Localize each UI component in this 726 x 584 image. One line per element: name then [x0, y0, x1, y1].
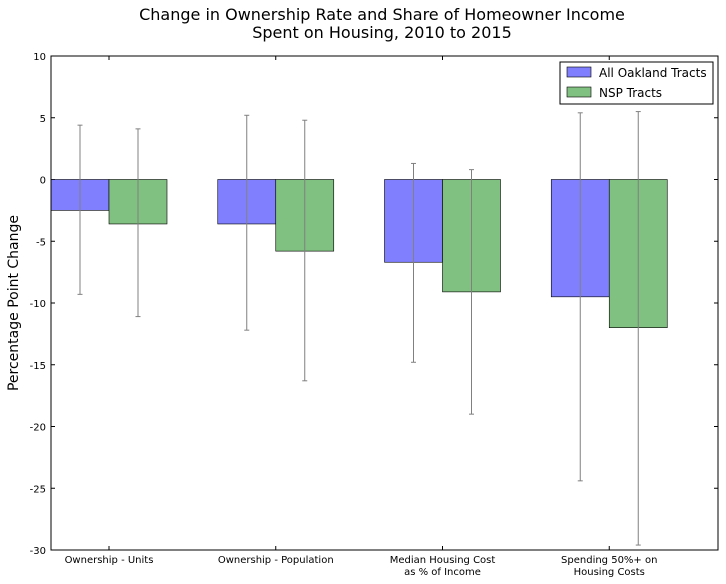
y-tick-label: 0: [40, 176, 46, 187]
y-tick-label: -15: [30, 361, 46, 372]
legend-label-all-oakland: All Oakland Tracts: [599, 66, 707, 80]
x-tick-label: Median Housing Cost: [390, 555, 496, 566]
y-tick-label: -5: [36, 237, 46, 248]
y-tick-label: -10: [30, 299, 46, 310]
legend-label-nsp: NSP Tracts: [599, 86, 662, 100]
x-tick-label: Ownership - Units: [65, 555, 154, 566]
chart-title-line-2: Spent on Housing, 2010 to 2015: [252, 23, 512, 42]
plot-frame: [50, 55, 719, 551]
y-tick-label: -20: [30, 423, 46, 434]
legend-swatch-all-oakland: [566, 66, 592, 78]
plot-area: 10 5 0 -5 -10 -15 -20 -25 -30 Ownership - Units Ow…: [30, 52, 718, 578]
x-tick-label: Ownership - Population: [218, 555, 334, 566]
chart-title-line-1: Change in Ownership Rate and Share of Ho…: [139, 5, 625, 24]
y-axis-label: Percentage Point Change: [6, 215, 22, 391]
legend: All Oakland Tracts NSP Tracts: [559, 61, 714, 105]
legend-swatch-nsp: [566, 86, 592, 98]
y-tick-label: 5: [40, 114, 46, 125]
x-tick-label: Housing Costs: [574, 567, 645, 578]
y-tick-label: 10: [33, 52, 46, 63]
x-tick-label: as % of Income: [404, 567, 481, 578]
x-tick-label: Spending 50%+ on: [561, 555, 657, 566]
y-tick-label: -25: [30, 484, 46, 495]
y-tick-label: -30: [30, 546, 46, 557]
